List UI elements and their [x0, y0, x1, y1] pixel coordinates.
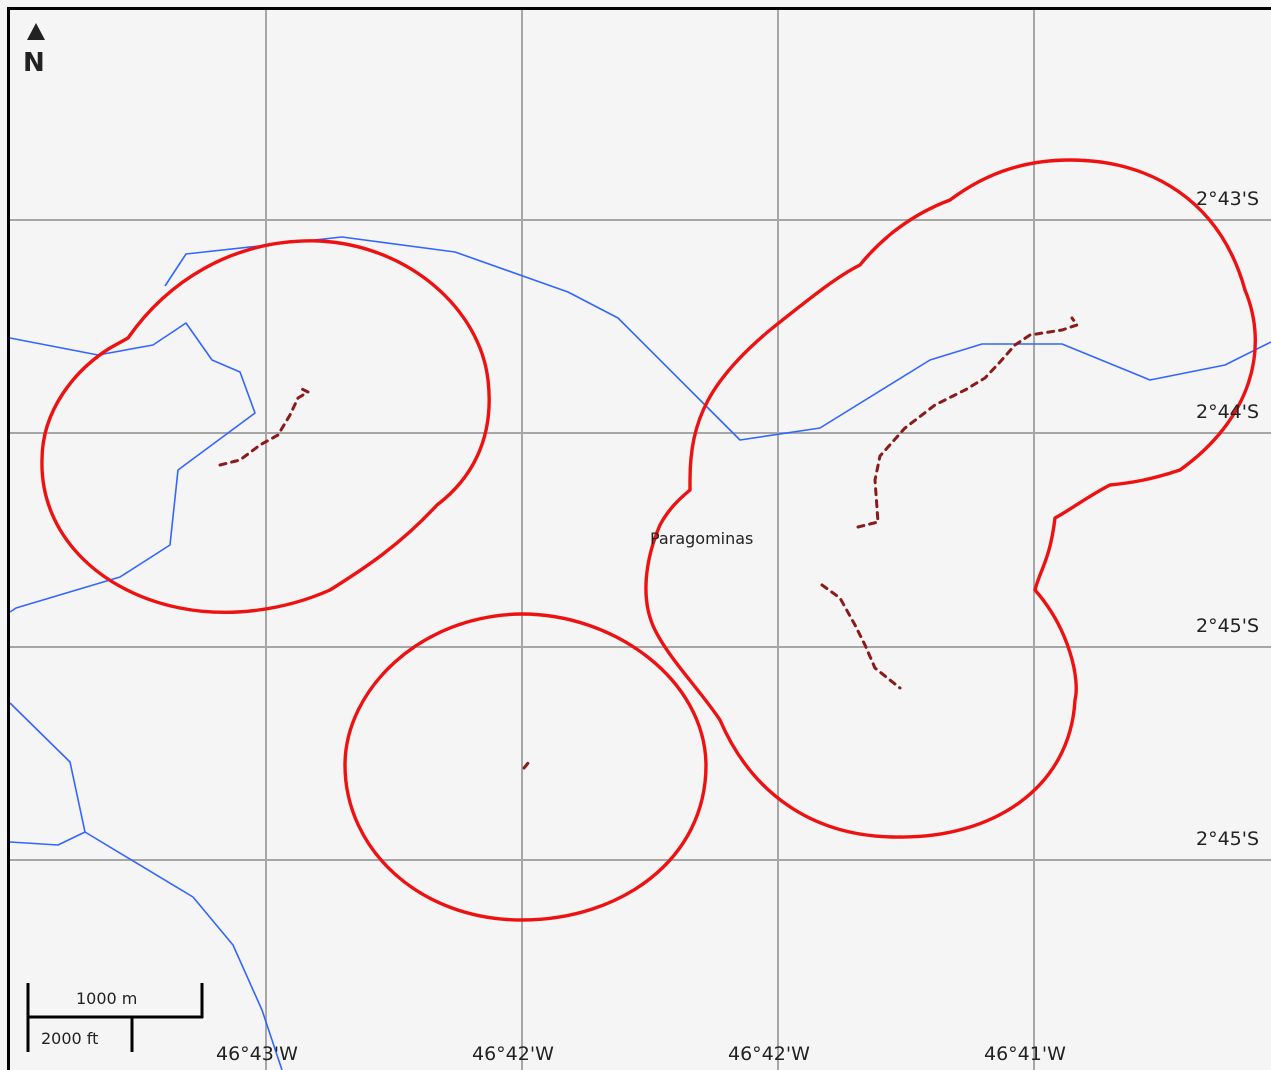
lat-label: 2°45'S [1196, 828, 1259, 850]
lat-label: 2°44'S [1196, 401, 1259, 423]
lon-label: 46°43'W [216, 1043, 298, 1065]
north-arrow-icon [27, 23, 45, 40]
scale-bar [26, 983, 204, 1052]
lat-label: 2°45'S [1196, 615, 1259, 637]
lon-label: 46°41'W [984, 1043, 1066, 1065]
tracks [218, 316, 1080, 770]
track-south [522, 760, 531, 770]
north-label: N [23, 48, 45, 78]
latitude-labels: 2°43'S 2°44'S 2°45'S 2°45'S [1196, 188, 1259, 850]
track-east-north [856, 316, 1080, 529]
buffer-west [40, 239, 491, 614]
buffer-zones [40, 158, 1258, 922]
place-label: Paragominas [650, 529, 753, 548]
buffer-east [644, 158, 1258, 839]
track-west [218, 386, 312, 467]
scale-metric-label: 1000 m [76, 989, 137, 1008]
map-frame [7, 7, 1271, 1070]
lon-label: 46°42'W [472, 1043, 554, 1065]
graticule [10, 8, 1271, 1070]
track-east-south [820, 583, 902, 690]
lon-label: 46°42'W [728, 1043, 810, 1065]
scale-imperial-label: 2000 ft [41, 1029, 98, 1048]
river-main [164, 236, 1271, 441]
longitude-labels: 46°43'W 46°42'W 46°42'W 46°41'W [216, 1043, 1066, 1065]
river-north [9, 322, 256, 613]
lat-label: 2°43'S [1196, 188, 1259, 210]
rivers [9, 236, 1271, 1070]
north-arrow: N [23, 23, 45, 78]
river-south-branch [84, 831, 283, 1070]
buffer-south [343, 612, 708, 922]
